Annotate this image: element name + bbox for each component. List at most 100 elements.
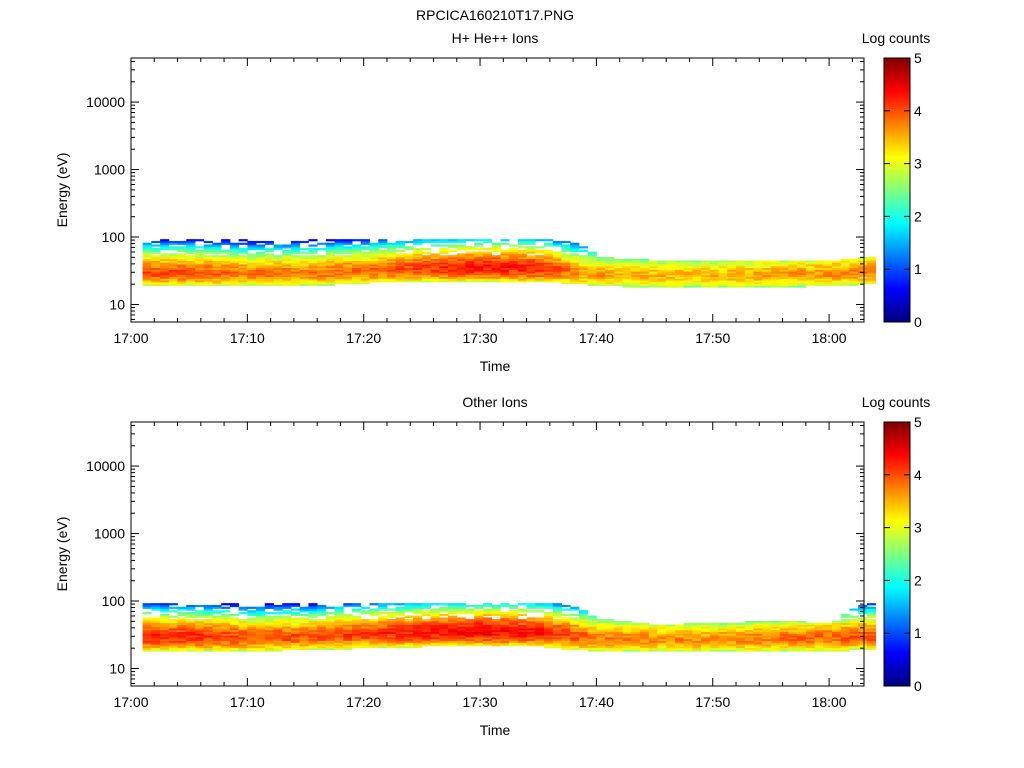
spectrogram-cell [613,269,623,272]
spectrogram-cell [657,631,667,634]
spectrogram-cell [325,239,336,242]
spectrogram-cell [308,640,318,643]
spectrogram-cell [744,274,754,277]
spectrogram-cell [858,281,868,285]
spectrogram-cell [674,285,685,288]
spectrogram-cell [203,262,213,265]
spectrogram-cell [177,280,187,283]
spectrogram-cell [378,240,388,244]
spectrogram-cell [474,610,484,613]
spectrogram-cell [343,629,353,633]
spectrogram-cell [264,606,274,609]
spectrogram-cell [613,273,623,276]
spectrogram-cell [299,264,309,267]
spectrogram-cell [858,260,868,263]
spectrogram-cell [430,258,440,261]
spectrogram-cell [142,253,152,256]
spectrogram-cell [247,262,257,265]
spectrogram-cell [578,615,589,618]
spectrogram-cell [369,258,379,261]
spectrogram-cell [160,620,170,624]
y-axis-label: Energy (eV) [54,517,70,592]
spectrogram-cell [578,624,589,627]
spectrogram-cell [858,640,868,643]
spectrogram-cell [640,624,650,627]
spectrogram-cell [465,608,475,611]
spectrogram-cell [221,274,231,277]
spectrogram-cell [701,281,711,285]
spectrogram-cell [273,615,283,618]
spectrogram-cell [194,264,205,267]
spectrogram-cell [788,278,798,281]
spectrogram-cell [160,628,170,631]
spectrogram-cell [203,619,213,622]
spectrogram-cell [186,628,196,631]
spectrogram-cell [369,608,379,611]
spectrogram-cell [753,640,763,643]
spectrogram-cell [221,267,231,270]
spectrogram-cell [753,278,763,281]
spectrogram-cell [334,620,344,624]
spectrogram-cell [535,628,545,631]
spectrogram-cell [264,638,274,641]
spectrogram-cell [500,642,510,645]
spectrogram-cell [264,258,274,261]
spectrogram-cell [151,637,161,640]
spectrogram-cell [221,240,231,244]
spectrogram-cell [256,637,266,640]
spectrogram-cell [194,637,205,640]
spectrogram-cell [613,645,623,649]
spectrogram-cell [160,606,170,609]
spectrogram-cell [151,264,161,267]
spectrogram-cell [683,622,693,625]
spectrogram-cell [570,620,580,624]
spectrogram-cell [456,274,466,277]
spectrogram-cell [753,285,763,288]
spectrogram-cell [482,624,493,627]
spectrogram-cell [587,267,597,270]
spectrogram-cell [561,260,571,263]
spectrogram-cell [334,619,344,622]
spectrogram-cell [142,269,152,272]
spectrogram-cell [360,637,370,640]
spectrogram-cell [395,274,405,277]
spectrogram-cell [256,269,266,272]
spectrogram-cell [160,637,170,640]
colorbar-label: Log counts [862,30,931,46]
spectrogram-cell [194,274,205,277]
spectrogram-cell [290,249,301,253]
spectrogram-cell [552,622,562,625]
spectrogram-cell [256,253,266,256]
spectrogram-cell [561,249,571,253]
spectrogram-cell [736,271,746,274]
spectrogram-cell [413,248,423,251]
spectrogram-cell [552,608,562,611]
spectrogram-cell [744,271,754,274]
spectrogram-cell [151,645,161,649]
spectrogram-cell [482,626,493,629]
spectrogram-cell [849,269,859,272]
spectrogram-cell [779,278,789,281]
spectrogram-cell [229,642,240,645]
spectrogram-cell [404,269,414,272]
spectrogram-cell [352,640,362,643]
spectrogram-cell [308,628,318,631]
spectrogram-cell [369,251,379,254]
spectrogram-cell [203,637,213,640]
spectrogram-cell [334,624,344,627]
spectrogram-cell [683,283,693,286]
spectrogram-cell [849,264,859,267]
spectrogram-cell [535,620,545,624]
spectrogram-cell [343,251,353,254]
spectrogram-cell [631,645,641,649]
spectrogram-cell [421,606,431,609]
spectrogram-cell [805,633,815,636]
spectrogram-cell [448,255,458,258]
spectrogram-cell [386,637,397,640]
spectrogram-cell [596,619,606,622]
spectrogram-cell [360,276,370,279]
spectrogram-cell [448,640,458,643]
spectrogram-cell [797,633,807,636]
spectrogram-cell [753,276,763,279]
spectrogram-cell [552,260,562,263]
